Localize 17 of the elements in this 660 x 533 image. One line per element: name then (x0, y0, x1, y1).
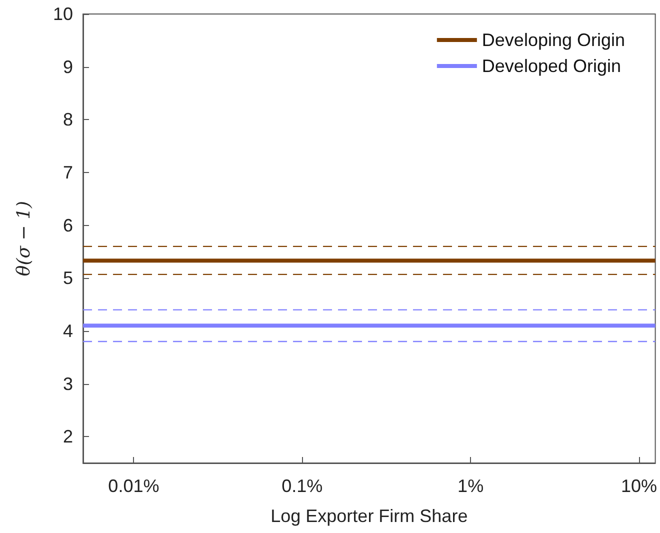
y-tick-label: 2 (62, 426, 73, 447)
x-tick-label: 0.1% (282, 476, 323, 496)
x-axis-title: Log Exporter Firm Share (270, 506, 468, 526)
y-tick-label: 4 (62, 320, 73, 341)
y-axis-title: θ(σ − 1) (14, 200, 34, 276)
legend-label: Developing Origin (482, 30, 625, 50)
y-tick-label: 8 (62, 110, 73, 130)
y-tick-label: 9 (62, 56, 73, 77)
x-tick-label: 1% (458, 476, 484, 496)
y-tick-label: 3 (62, 374, 73, 394)
y-tick-label: 7 (62, 162, 73, 182)
y-tick-label: 10 (52, 4, 73, 24)
x-tick-label: 0.01% (108, 476, 160, 496)
x-tick-label: 10% (620, 476, 657, 496)
y-tick-label: 6 (62, 215, 73, 236)
y-tick-label: 5 (62, 268, 73, 288)
legend-label: Developed Origin (482, 56, 621, 76)
